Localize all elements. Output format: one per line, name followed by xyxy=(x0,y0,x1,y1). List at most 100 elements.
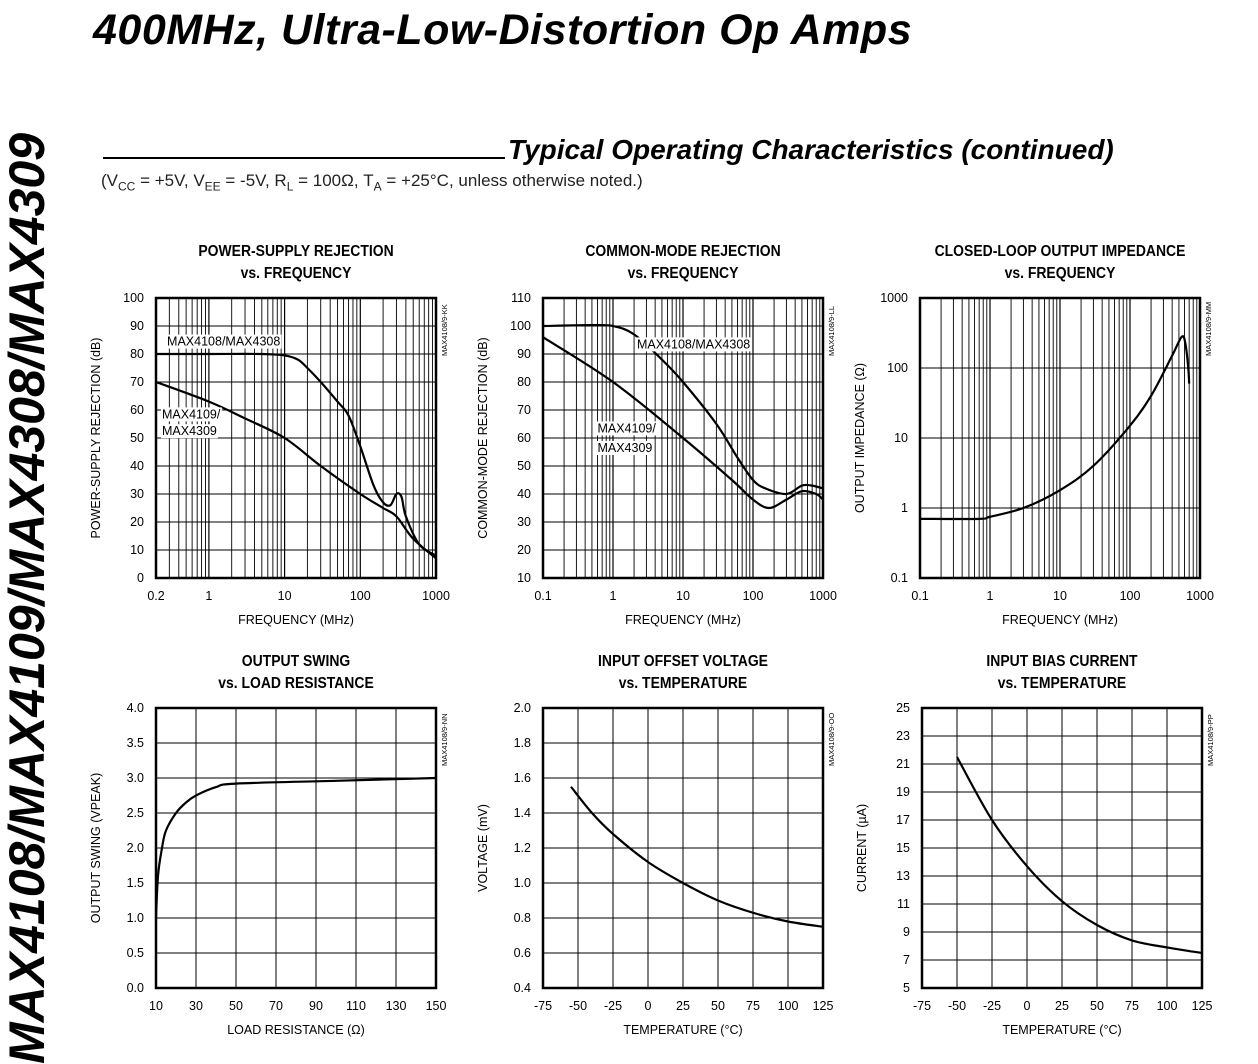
y-tick-label: 23 xyxy=(896,729,910,743)
x-tick-label: 1 xyxy=(205,589,212,603)
x-tick-label: -75 xyxy=(913,999,931,1013)
y-tick-label: 10 xyxy=(894,431,908,445)
y-tick-label: 50 xyxy=(517,459,531,473)
x-axis-label: FREQUENCY (MHz) xyxy=(1002,613,1118,627)
y-tick-label: 1.5 xyxy=(127,876,144,890)
x-tick-label: 25 xyxy=(676,999,690,1013)
y-tick-label: 1 xyxy=(901,501,908,515)
y-axis-label: OUTPUT IMPEDANCE (Ω) xyxy=(853,363,867,513)
figure-id: MAX4108/9-OO xyxy=(827,712,836,766)
chart-title: OUTPUT SWING vs. LOAD RESISTANCE xyxy=(125,651,467,695)
y-tick-label: 100 xyxy=(887,361,908,375)
x-tick-label: 0.2 xyxy=(147,589,164,603)
y-tick-label: 5 xyxy=(903,981,910,995)
x-tick-label: -50 xyxy=(948,999,966,1013)
curve-label-bg xyxy=(160,424,218,439)
y-tick-label: 0.4 xyxy=(514,981,531,995)
series-line-output-impedance xyxy=(919,335,1191,521)
chart-title-line: COMMON-MODE REJECTION xyxy=(585,243,781,260)
x-tick-label: 75 xyxy=(746,999,760,1013)
x-tick-label: 10 xyxy=(149,999,163,1013)
gridlines xyxy=(155,707,437,989)
y-tick-label: 110 xyxy=(511,291,531,305)
curve-label: MAX4109/ xyxy=(162,407,221,421)
chart-5: -75 -50 -25 0 25 50 75 100 125 0.4 0.6 0.8 1.0 1.2 1.4… xyxy=(476,701,836,1037)
x-tick-label: 100 xyxy=(1120,589,1141,603)
figure-id: MAX4108/9-LL xyxy=(827,306,836,356)
x-tick-label: 100 xyxy=(1157,999,1178,1013)
x-tick-label: 10 xyxy=(1053,589,1067,603)
chart-title-line: POWER-SUPPLY REJECTION xyxy=(198,243,394,260)
conditions-text: = -5V, R xyxy=(220,171,287,190)
y-tick-label: 1.0 xyxy=(127,911,144,925)
y-axis-label: POWER-SUPPLY REJECTION (dB) xyxy=(89,338,103,539)
x-tick-label: 10 xyxy=(676,589,690,603)
curve-label: MAX4108/MAX4308 xyxy=(637,337,750,351)
conditions-text: = +25°C, unless otherwise noted.) xyxy=(381,171,643,190)
chart-title: CLOSED-LOOP OUTPUT IMPEDANCE vs. FREQUENC… xyxy=(889,241,1231,285)
plot-frame xyxy=(918,296,1202,580)
y-tick-label: 10 xyxy=(517,571,531,585)
y-tick-label: 2.0 xyxy=(514,701,531,715)
y-tick-label: 3.5 xyxy=(127,736,144,750)
series-line-max4109-max4309 xyxy=(155,380,437,560)
plot-frame xyxy=(154,706,438,990)
x-tick-label: 100 xyxy=(743,589,764,603)
x-tick-label: 1000 xyxy=(422,589,450,603)
x-tick-label: 1000 xyxy=(809,589,837,603)
conditions-text: (V xyxy=(101,171,118,190)
gridlines xyxy=(542,707,824,989)
y-tick-label: 1.8 xyxy=(514,736,531,750)
y-tick-label: 1.4 xyxy=(514,806,531,820)
series-line-max4108-max4308 xyxy=(542,323,824,496)
x-tick-label: 0.1 xyxy=(911,589,928,603)
figure-id: MAX4108/9-MM xyxy=(1204,302,1213,356)
part-number-side-label: MAX4108/MAX4109/MAX4308/MAX4309 xyxy=(0,132,55,1064)
x-tick-label: 30 xyxy=(189,999,203,1013)
y-tick-label: 30 xyxy=(130,487,144,501)
chart-title-line: vs. TEMPERATURE xyxy=(618,675,748,692)
x-tick-label: 90 xyxy=(309,999,323,1013)
conditions-text: = 100Ω, T xyxy=(293,171,374,190)
curve-label: MAX4309 xyxy=(597,441,652,455)
x-tick-label: 50 xyxy=(711,999,725,1013)
y-tick-label: 20 xyxy=(130,515,144,529)
y-tick-label: 21 xyxy=(896,757,910,771)
test-conditions: (VCC = +5V, VEE = -5V, RL = 100Ω, TA = +… xyxy=(101,171,643,193)
y-tick-label: 9 xyxy=(903,925,910,939)
section-title: Typical Operating Characteristics (conti… xyxy=(508,134,1114,165)
plot-frame xyxy=(154,296,438,580)
y-tick-label: 90 xyxy=(517,347,531,361)
gridlines xyxy=(920,297,1200,579)
chart-title-line: INPUT BIAS CURRENT xyxy=(986,653,1138,670)
y-tick-label: 1.0 xyxy=(514,876,531,890)
plot-frame xyxy=(541,706,825,990)
x-tick-label: 1 xyxy=(987,589,994,603)
curve-label-bg xyxy=(596,441,654,455)
y-tick-label: 0.6 xyxy=(514,946,531,960)
curve-label-bg xyxy=(166,334,282,349)
y-tick-label: 80 xyxy=(517,375,531,389)
y-tick-label: 70 xyxy=(517,403,531,417)
y-tick-label: 15 xyxy=(896,841,910,855)
conditions-text: = +5V, V xyxy=(135,171,205,190)
chart-title: COMMON-MODE REJECTION vs. FREQUENCY xyxy=(512,241,854,285)
chart-title-line: vs. LOAD RESISTANCE xyxy=(218,675,374,692)
y-tick-label: 40 xyxy=(130,459,144,473)
x-tick-label: 25 xyxy=(1055,999,1069,1013)
y-axis-label: VOLTAGE (mV) xyxy=(476,804,490,892)
x-tick-label: 100 xyxy=(350,589,371,603)
x-tick-label: 1 xyxy=(610,589,617,603)
series-line-offset-voltage xyxy=(570,786,824,928)
plot-frame xyxy=(920,706,1204,990)
series-line-max4109-max4309 xyxy=(542,336,824,510)
chart-title: POWER-SUPPLY REJECTION vs. FREQUENCY xyxy=(125,241,467,285)
figure-id: MAX4108/9-PP xyxy=(1206,714,1215,766)
x-tick-label: 130 xyxy=(386,999,407,1013)
x-tick-label: 75 xyxy=(1125,999,1139,1013)
figure-id: MAX4108/9-KK xyxy=(440,304,449,356)
x-tick-label: -25 xyxy=(983,999,1001,1013)
series-line-max4108-max4308 xyxy=(156,352,437,557)
x-tick-label: 50 xyxy=(229,999,243,1013)
figure-id: MAX4108/9-NN xyxy=(440,713,449,766)
